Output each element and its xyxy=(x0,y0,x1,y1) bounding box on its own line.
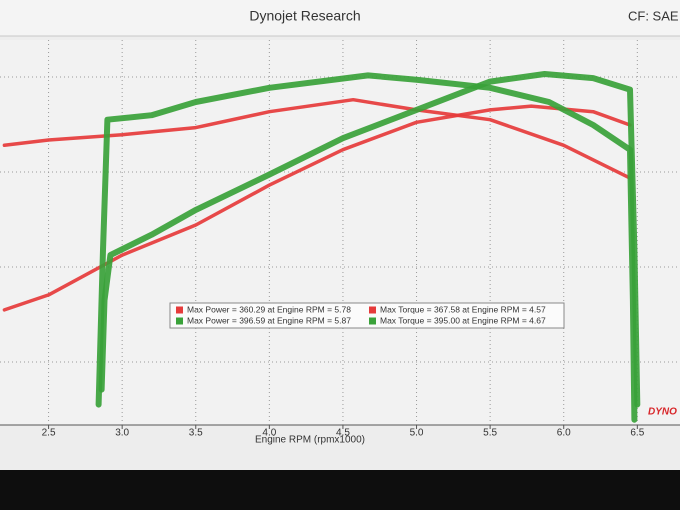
logo: DYNO xyxy=(648,407,677,418)
legend-label: Max Torque = 367.58 at Engine RPM = 4.57 xyxy=(380,304,546,314)
x-tick-label: 2.5 xyxy=(42,428,56,439)
x-tick-label: 6.5 xyxy=(630,428,644,439)
chart-title: Dynojet Research xyxy=(249,8,360,24)
line-series xyxy=(95,72,638,423)
legend-box xyxy=(169,302,565,329)
legend-swatch xyxy=(176,317,183,325)
legend-label: Max Torque = 395.00 at Engine RPM = 4.67 xyxy=(380,315,546,325)
legend: Max Power = 360.29 at Engine RPM = 5.78 M… xyxy=(169,302,565,329)
x-tick-label: 5.0 xyxy=(410,428,424,439)
bezel xyxy=(0,470,680,510)
x-tick-label: 4.0 xyxy=(262,428,276,439)
lines xyxy=(2,71,641,423)
line-series xyxy=(2,97,632,180)
x-tick-label: 3.5 xyxy=(189,428,203,439)
x-tick-label: 4.5 xyxy=(336,428,350,439)
line-series xyxy=(2,104,632,312)
corner-label: CF: SAE S xyxy=(628,8,680,23)
plot-area xyxy=(0,40,680,425)
legend-swatch xyxy=(176,306,183,314)
line-series xyxy=(98,71,641,408)
legend-label: Max Power = 360.29 at Engine RPM = 5.78 xyxy=(187,304,351,314)
x-tick-label: 3.0 xyxy=(115,428,129,439)
legend-swatch xyxy=(369,306,376,314)
legend-label: Max Power = 396.59 at Engine RPM = 5.87 xyxy=(187,315,351,325)
title-bar xyxy=(0,0,680,36)
legend-swatch xyxy=(369,317,376,325)
x-axis-label: Engine RPM (rpmx1000) xyxy=(255,435,365,446)
x-tick-label: 5.5 xyxy=(483,428,497,439)
x-tick-label: 6.0 xyxy=(557,428,571,439)
